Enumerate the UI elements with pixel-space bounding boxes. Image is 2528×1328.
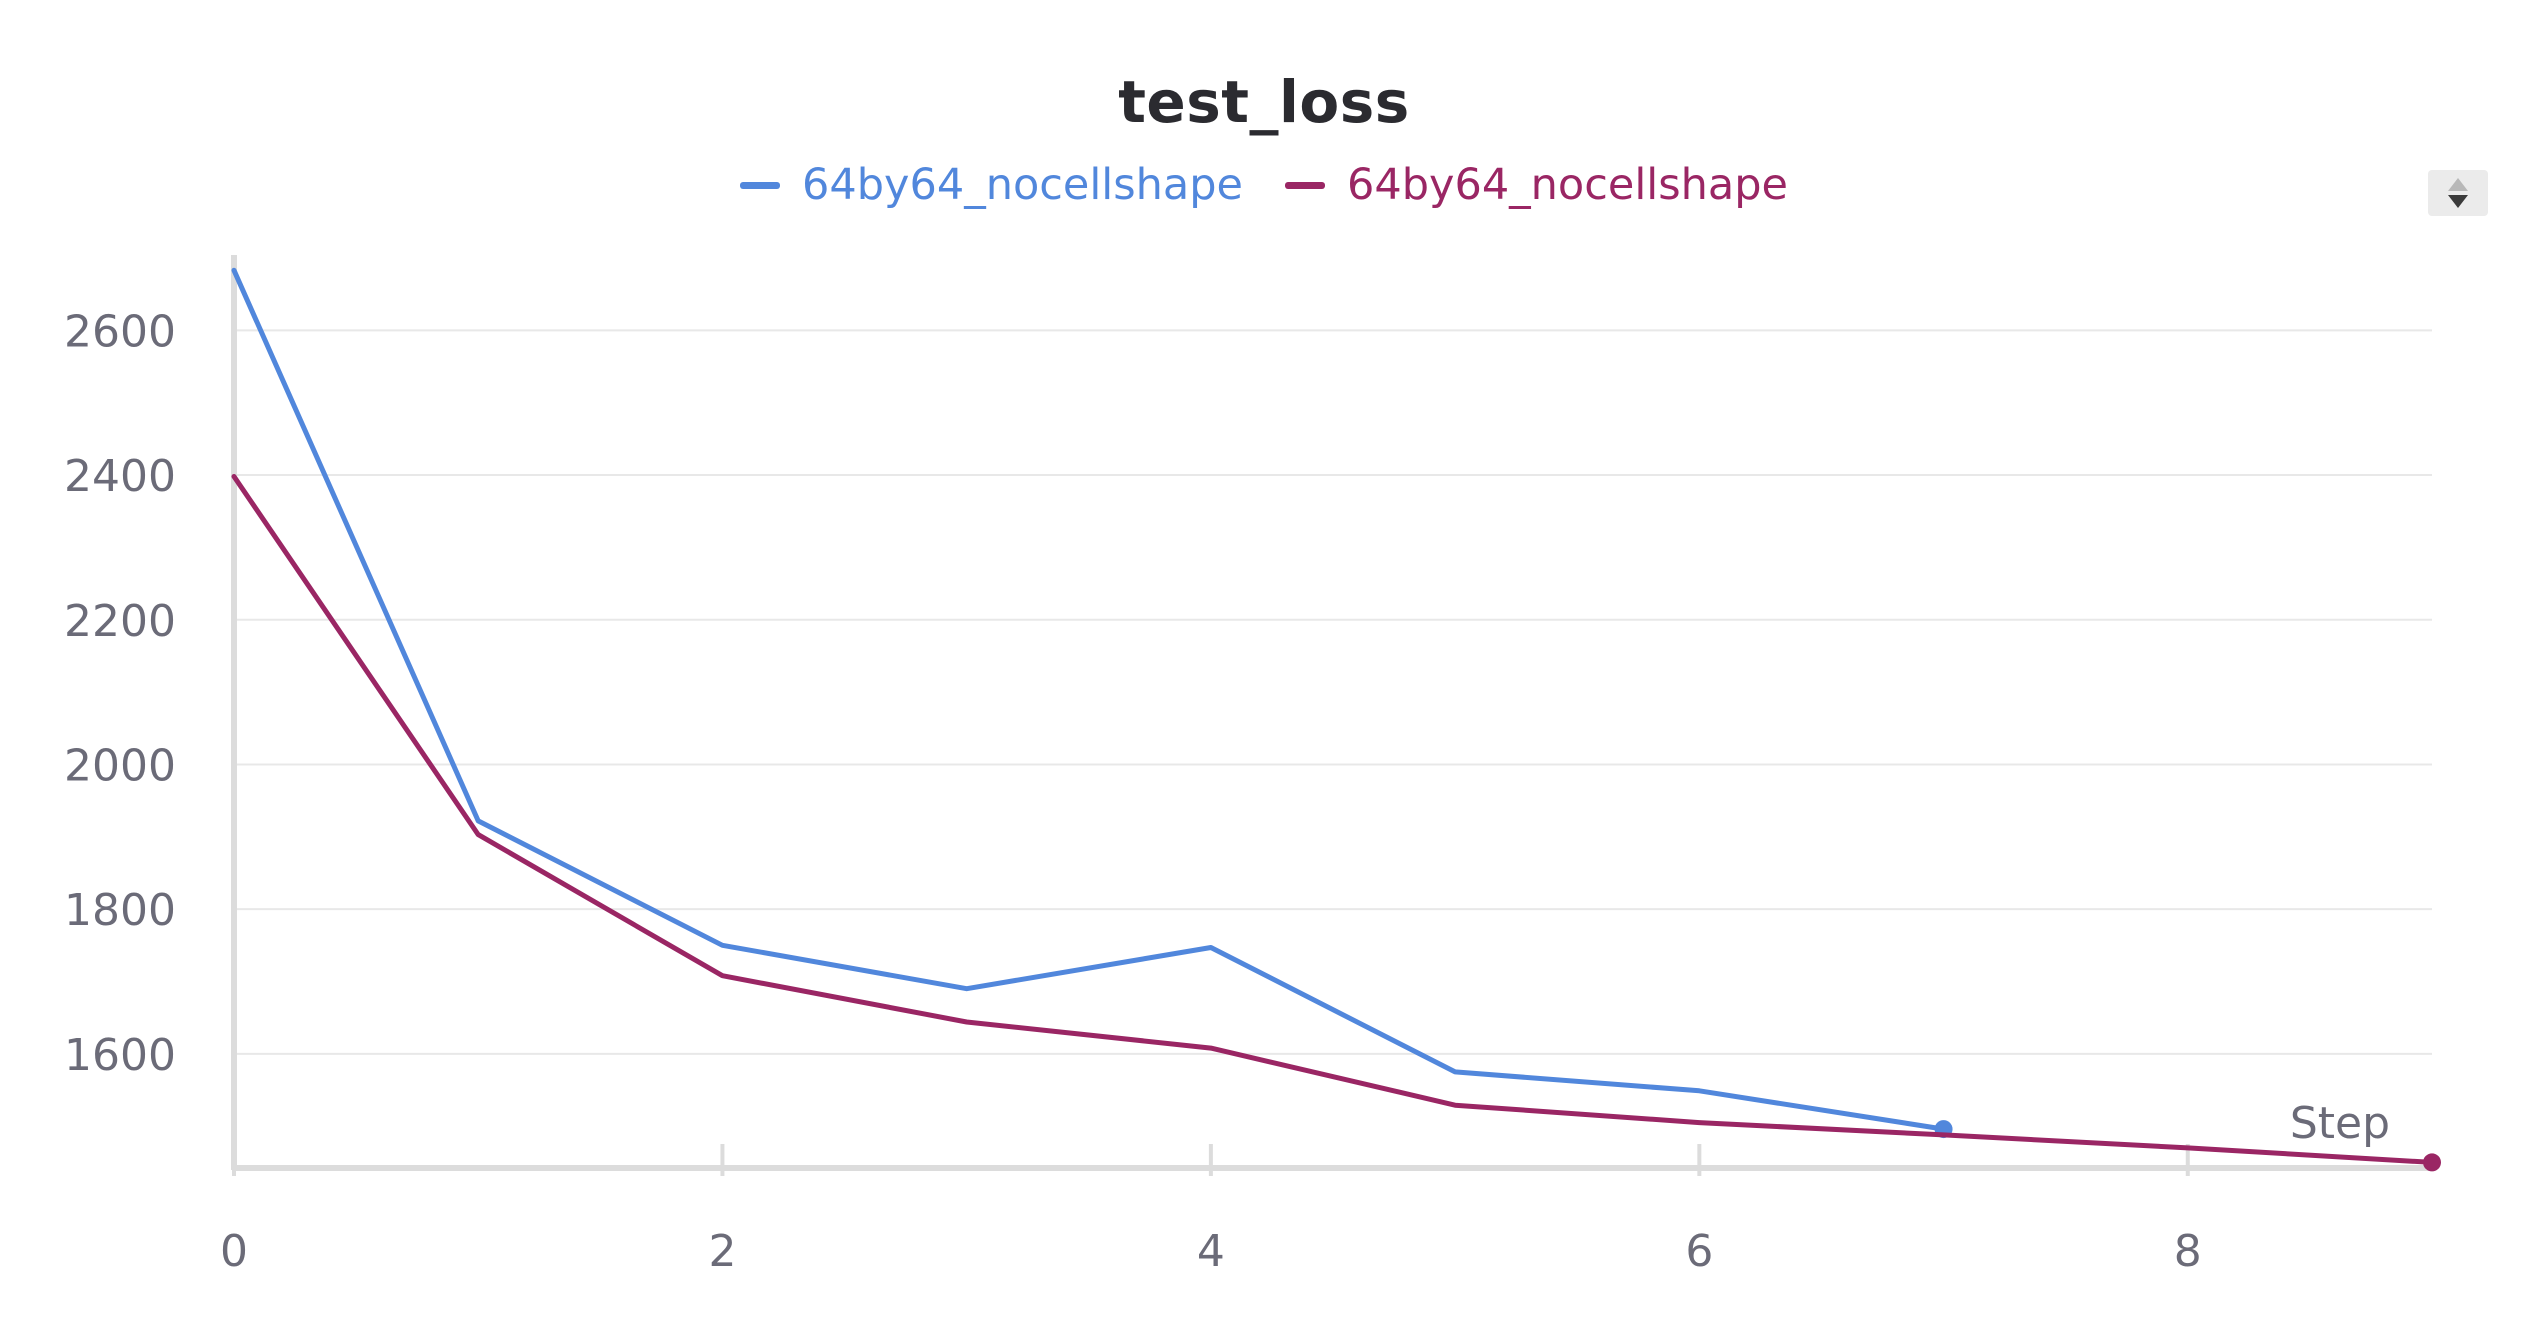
y-tick-label-2400: 2400 (64, 451, 176, 502)
legend-item-series-1[interactable]: 64by64_nocellshape (740, 160, 1243, 210)
x-tick-label-4: 4 (1197, 1226, 1225, 1277)
series-end-point-2 (2423, 1153, 2441, 1172)
series-line-1 (231, 267, 1947, 1132)
legend-scroll-control[interactable] (2428, 170, 2488, 216)
grid-lines (234, 329, 2432, 1055)
chevron-up-icon[interactable] (2448, 178, 2468, 191)
tick-labels: 1600 1800 2000 2200 2400 2600 0 2 4 6 8 Step (64, 306, 2390, 1277)
x-tick-label-6: 6 (1685, 1226, 1713, 1277)
x-tick-label-0: 0 (220, 1226, 248, 1277)
chart-title: test_loss (1118, 68, 1410, 136)
y-tick-label-2600: 2600 (64, 306, 176, 357)
axes (231, 255, 2432, 1176)
series-line-2 (231, 474, 2435, 1165)
legend-label-series-1: 64by64_nocellshape (802, 160, 1243, 210)
legend-swatch-series-1 (740, 181, 781, 189)
legend-label-series-2: 64by64_nocellshape (1347, 160, 1788, 210)
chart-legend: 64by64_nocellshape 64by64_nocellshape (0, 160, 2528, 210)
chevron-down-icon[interactable] (2448, 195, 2468, 208)
x-tick-label-2: 2 (708, 1226, 736, 1277)
legend-item-series-2[interactable]: 64by64_nocellshape (1285, 160, 1788, 210)
y-tick-label-1600: 1600 (64, 1030, 176, 1081)
y-tick-label-1800: 1800 (64, 885, 176, 936)
y-tick-label-2000: 2000 (64, 740, 176, 791)
x-axis-label: Step (2290, 1098, 2390, 1149)
legend-swatch-series-2 (1285, 181, 1325, 189)
x-tick-label-8: 8 (2174, 1226, 2202, 1277)
y-tick-label-2200: 2200 (64, 596, 176, 647)
series-lines (231, 267, 2441, 1172)
